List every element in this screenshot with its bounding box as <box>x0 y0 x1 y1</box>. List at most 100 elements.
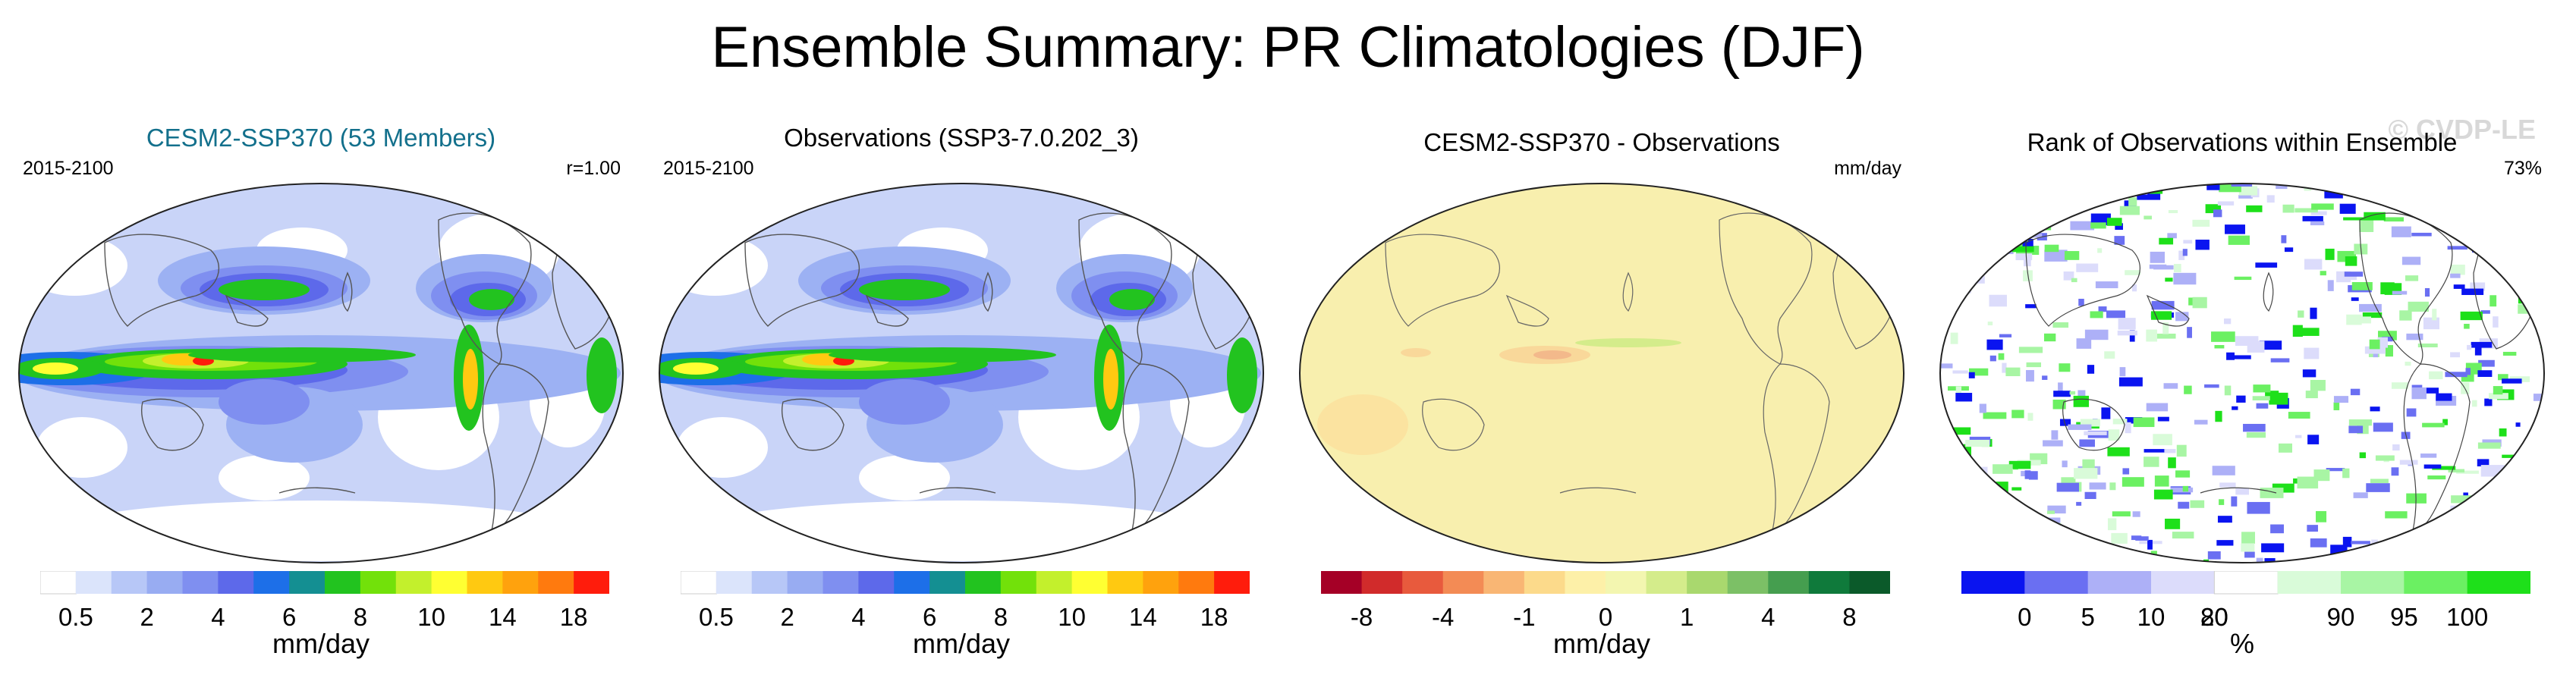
rank-cell <box>2343 217 2365 221</box>
colorbar-tick-label: 95 <box>2389 603 2418 631</box>
rank-cell <box>2187 327 2192 338</box>
rank-cell <box>2095 281 2118 289</box>
rank-cell <box>1947 240 1970 249</box>
rank-cell <box>1953 281 1971 293</box>
colorbar-swatch <box>894 571 930 594</box>
rank-cell <box>2530 539 2544 549</box>
rank-cell <box>2207 551 2221 560</box>
rank-cell <box>2078 298 2084 306</box>
rank-cell <box>1940 316 1953 321</box>
colorbar-tick-label: 18 <box>559 603 588 631</box>
rank-cell <box>1989 294 2007 307</box>
precip-contour <box>219 455 310 501</box>
rank-cell <box>2043 333 2056 342</box>
rank-cell <box>2149 264 2167 269</box>
rank-cell <box>2450 352 2460 358</box>
coastline <box>1622 271 1634 312</box>
rank-cell <box>2480 310 2490 314</box>
rank-cell <box>2164 449 2176 453</box>
colorbar-tick-label: 6 <box>922 603 937 631</box>
rank-cell <box>2369 184 2377 186</box>
rank-cell <box>2168 210 2178 214</box>
rank-map <box>1939 183 2549 563</box>
rank-cell <box>2366 483 2390 492</box>
rank-cell <box>2316 510 2327 523</box>
rank-cell <box>2084 431 2107 435</box>
rank-cell <box>2281 235 2287 243</box>
colorbar-swatch <box>111 571 148 594</box>
precip-contour <box>219 379 310 425</box>
coastline <box>982 271 993 312</box>
rank-cell <box>2385 345 2393 357</box>
precip-contour <box>33 362 78 375</box>
rank-cell <box>2373 422 2393 432</box>
panel-cesm2-mean: CESM2-SSP370 (53 Members) 2015-2100 r=1.… <box>6 114 636 675</box>
colorbar-tick-label: 10 <box>417 603 445 631</box>
rank-cell <box>2205 204 2222 214</box>
colorbar-swatch <box>1036 571 1073 594</box>
rank-cell <box>2090 222 2106 229</box>
rank-cell <box>2488 393 2508 400</box>
rank-cell <box>2499 428 2507 437</box>
rank-cell <box>2424 287 2430 297</box>
precip-contour <box>662 235 768 296</box>
precip-field <box>659 184 1263 563</box>
rank-cell <box>2047 505 2066 514</box>
rank-cell <box>2304 259 2323 270</box>
rank-cell <box>1986 197 2010 202</box>
rank-cell <box>2515 422 2521 427</box>
rank-cell <box>2053 391 2071 397</box>
rank-cell <box>2339 203 2356 214</box>
rank-cell <box>2451 495 2475 504</box>
rank-cell <box>2461 373 2474 382</box>
rank-cell <box>2345 189 2357 195</box>
rank-cell <box>2135 536 2149 541</box>
rank-cell <box>2194 419 2208 425</box>
rank-cell <box>2433 196 2441 206</box>
coastline <box>1559 487 1637 494</box>
rank-cell <box>2151 300 2175 310</box>
rank-cell <box>2288 412 2310 419</box>
rank-cell <box>2244 551 2255 558</box>
rank-cell <box>2074 468 2098 479</box>
rank-cell <box>2345 256 2357 266</box>
coastline <box>278 487 356 494</box>
rank-cell <box>1940 473 1952 479</box>
rank-cell <box>2278 443 2292 453</box>
rank-cell <box>2310 538 2327 548</box>
rank-cell <box>1988 230 2011 240</box>
rank-cell <box>2104 351 2115 359</box>
rank-cell <box>2204 384 2219 388</box>
rank-cell <box>2026 520 2043 533</box>
rank-cell <box>2470 282 2486 291</box>
rank-cell <box>1940 363 1953 369</box>
colorbar-swatch <box>1321 571 1363 594</box>
coastline <box>2200 487 2277 494</box>
rank-cell <box>2176 444 2187 457</box>
colorbar-swatch <box>218 571 254 594</box>
rank-cell <box>2172 532 2194 539</box>
rank-cell <box>2429 371 2443 380</box>
precip-contour <box>700 501 1216 561</box>
rank-cell <box>2076 501 2082 506</box>
rank-cell <box>2348 419 2372 426</box>
rank-cell <box>2310 211 2327 215</box>
rank-cell <box>1993 464 2013 474</box>
rank-cell <box>2464 545 2484 554</box>
rank-cell <box>2543 354 2544 362</box>
coastline <box>919 487 996 494</box>
rank-cell <box>2502 454 2518 458</box>
rank-cell <box>2377 337 2388 348</box>
colorbar <box>1321 571 1890 594</box>
colorbar-swatch <box>1000 571 1037 594</box>
precip-field <box>19 184 623 563</box>
rank-cell <box>2025 533 2044 539</box>
rank-cell <box>2383 217 2404 222</box>
colorbar <box>40 571 609 595</box>
rank-cell <box>2175 470 2191 478</box>
rank-cell <box>2420 388 2439 394</box>
precip-contour <box>59 501 575 561</box>
rank-cell <box>2351 297 2359 301</box>
rank-cell <box>2153 434 2172 446</box>
rank-cell <box>2544 343 2549 353</box>
